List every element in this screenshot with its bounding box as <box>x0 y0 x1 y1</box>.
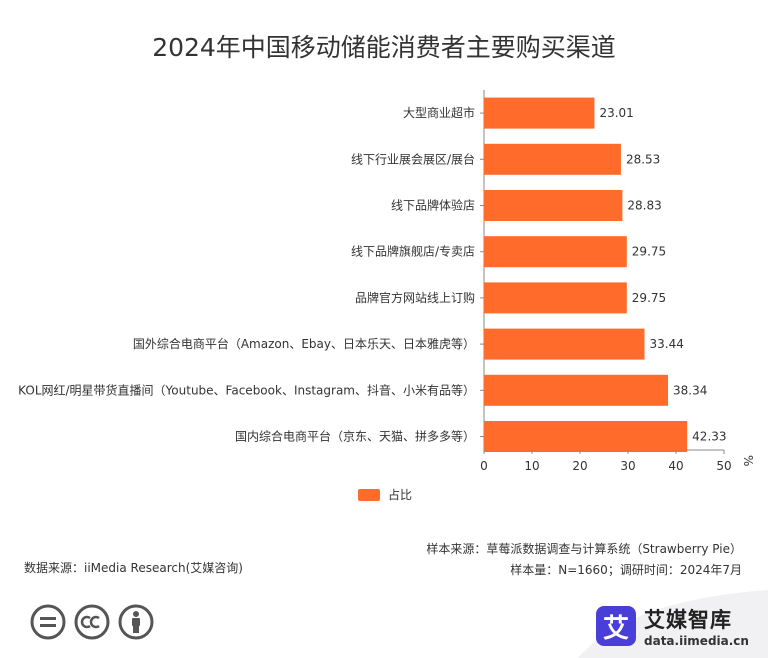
category-label: 品牌官方网站线上订购 <box>355 290 475 305</box>
bar-5 <box>484 282 627 314</box>
value-label: 28.53 <box>626 152 660 166</box>
x-unit-label: % <box>741 455 755 466</box>
x-tick-label: 30 <box>620 459 635 473</box>
sample-info: 样本来源：草莓派数据调查与计算系统（Strawberry Pie） 样本量：N=… <box>426 539 742 581</box>
category-label: KOL网红/明星带货直播间（Youtube、Facebook、Instagram… <box>18 382 475 397</box>
bar-2 <box>484 143 621 175</box>
category-label: 国内综合电商平台（京东、天猫、拼多多等） <box>235 429 475 444</box>
equal-icon <box>30 604 66 640</box>
brand-name: 艾媒智库 <box>644 608 732 632</box>
category-label: 线下品牌旗舰店/专卖店 <box>351 244 475 259</box>
attribution-person-icon <box>118 604 154 640</box>
legend-label: 占比 <box>388 488 413 502</box>
bar-chart: 大型商业超市 23.01 线下行业展会展区/展台 28.53 线下品牌体验店 28.83 线… <box>18 90 755 473</box>
x-tick-label: 10 <box>524 459 539 473</box>
sample-size: 样本量：N=1660；调研时间：2024年7月 <box>510 563 742 577</box>
value-label: 33.44 <box>650 337 684 351</box>
data-source: 数据来源：iiMedia Research(艾媒咨询) <box>24 561 243 575</box>
category-label: 线下品牌体验店 <box>391 198 475 213</box>
chart-title: 2024年中国移动储能消费者主要购买渠道 <box>152 33 616 62</box>
bar-3 <box>484 190 623 221</box>
x-tick-label: 40 <box>668 459 683 473</box>
x-tick-label: 20 <box>572 459 587 473</box>
value-label: 42.33 <box>692 430 726 444</box>
license-icons <box>30 604 154 640</box>
category-label: 国外综合电商平台（Amazon、Ebay、日本乐天、日本雅虎等） <box>133 336 475 351</box>
x-tick-label: 0 <box>480 459 488 473</box>
bar-1 <box>484 97 595 129</box>
category-label: 大型商业超市 <box>403 105 475 120</box>
chart-legend: 占比 <box>358 486 412 503</box>
value-label: 38.34 <box>673 383 707 397</box>
category-label: 线下行业展会展区/展台 <box>351 151 475 166</box>
x-tick-label: 50 <box>716 459 731 473</box>
value-label: 23.01 <box>599 106 633 120</box>
value-label: 29.75 <box>632 291 666 305</box>
sample-source: 样本来源：草莓派数据调查与计算系统（Strawberry Pie） <box>426 542 742 556</box>
value-label: 29.75 <box>632 245 666 259</box>
creative-commons-icon <box>74 604 110 640</box>
legend-swatch <box>358 488 380 501</box>
bar-8 <box>484 421 688 452</box>
brand-block: 艾 艾媒智库 data.iimedia.cn <box>596 604 749 648</box>
brand-url: data.iimedia.cn <box>644 634 749 648</box>
bar-4 <box>484 236 627 268</box>
brand-logo-icon: 艾 <box>596 606 636 646</box>
bar-7 <box>484 374 669 406</box>
value-label: 28.83 <box>627 199 661 213</box>
bar-6 <box>484 328 645 360</box>
